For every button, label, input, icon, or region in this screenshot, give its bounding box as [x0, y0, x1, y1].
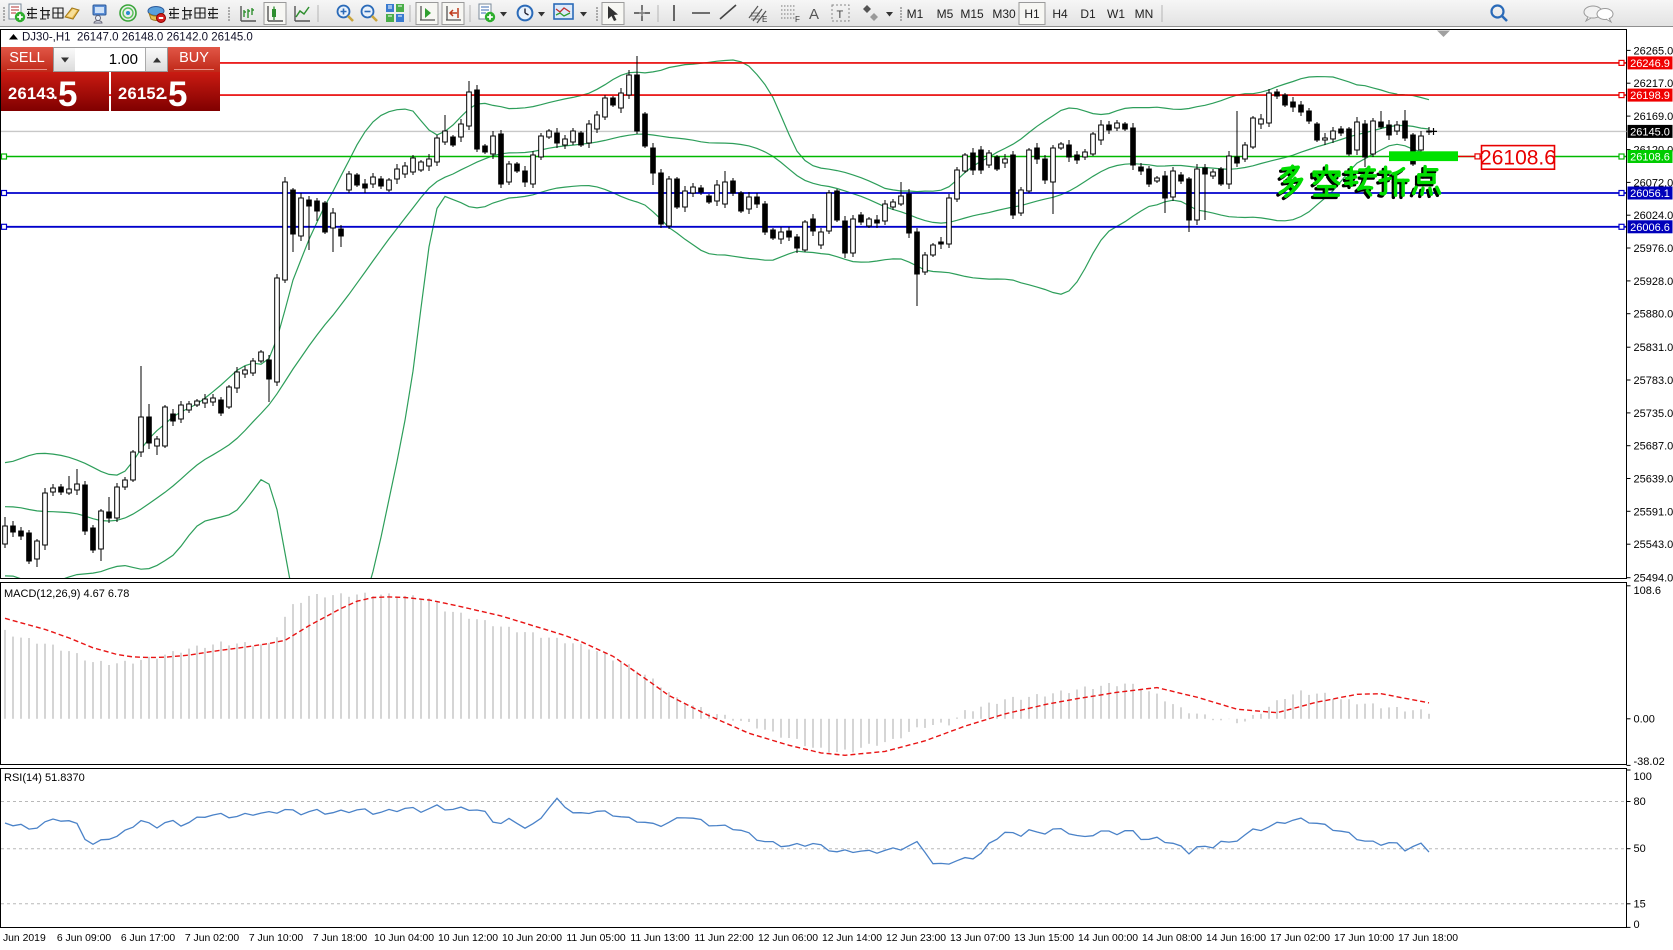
svg-text:D1: D1 [1080, 7, 1096, 21]
svg-text:25494.0: 25494.0 [1634, 573, 1673, 585]
svg-text:M15: M15 [960, 7, 984, 21]
svg-text:25687.0: 25687.0 [1634, 441, 1673, 453]
svg-text:26108.6: 26108.6 [1480, 147, 1556, 170]
svg-text:26246.9: 26246.9 [1630, 58, 1670, 70]
svg-text:10 Jun 20:00: 10 Jun 20:00 [502, 933, 562, 944]
svg-text:13 Jun 15:00: 13 Jun 15:00 [1014, 933, 1074, 944]
svg-text:80: 80 [1634, 796, 1646, 808]
svg-text:14 Jun 08:00: 14 Jun 08:00 [1142, 933, 1202, 944]
svg-text:25543.0: 25543.0 [1634, 539, 1673, 551]
svg-text:26169.0: 26169.0 [1634, 111, 1673, 123]
svg-text:7 Jun 10:00: 7 Jun 10:00 [249, 933, 304, 944]
svg-text:F: F [795, 15, 800, 24]
svg-text:6 Jun 09:00: 6 Jun 09:00 [57, 933, 112, 944]
svg-text:50: 50 [1634, 843, 1646, 855]
svg-text:T: T [837, 9, 844, 21]
svg-text:H4: H4 [1052, 7, 1068, 21]
svg-text:10 Jun 12:00: 10 Jun 12:00 [438, 933, 498, 944]
svg-text:MN: MN [1135, 7, 1154, 21]
svg-text:MACD(12,26,9) 4.67 6.78: MACD(12,26,9) 4.67 6.78 [4, 588, 129, 600]
svg-text:7 Jun 18:00: 7 Jun 18:00 [313, 933, 368, 944]
svg-text:100: 100 [1634, 771, 1652, 783]
svg-text:26217.0: 26217.0 [1634, 78, 1673, 90]
svg-text:H1: H1 [1024, 7, 1040, 21]
svg-text:25639.0: 25639.0 [1634, 474, 1673, 486]
svg-text:12 Jun 23:00: 12 Jun 23:00 [886, 933, 946, 944]
svg-text:25928.0: 25928.0 [1634, 276, 1673, 288]
svg-text:26145.0: 26145.0 [1630, 126, 1670, 138]
svg-text:-38.02: -38.02 [1634, 756, 1665, 768]
svg-text:DJ30-,H1 26147.0 26148.0 2614: DJ30-,H1 26147.0 26148.0 26142.0 26145.0 [22, 32, 253, 44]
svg-text:26198.9: 26198.9 [1630, 90, 1670, 102]
svg-text:5 Jun 2019: 5 Jun 2019 [0, 933, 46, 944]
svg-text:25591.0: 25591.0 [1634, 506, 1673, 518]
svg-text:12 Jun 14:00: 12 Jun 14:00 [822, 933, 882, 944]
svg-text:26024.0: 26024.0 [1634, 210, 1673, 222]
svg-text:0.00: 0.00 [1634, 713, 1655, 725]
svg-text:11 Jun 13:00: 11 Jun 13:00 [630, 933, 690, 944]
svg-text:E: E [762, 15, 767, 24]
svg-text:26056.1: 26056.1 [1630, 188, 1670, 200]
svg-text:26108.6: 26108.6 [1630, 152, 1670, 164]
svg-text:W1: W1 [1107, 7, 1125, 21]
svg-text:M1: M1 [907, 7, 924, 21]
svg-text:25783.0: 25783.0 [1634, 375, 1673, 387]
svg-text:26265.0: 26265.0 [1634, 45, 1673, 57]
svg-text:26072.0: 26072.0 [1634, 177, 1673, 189]
svg-text:A: A [809, 6, 819, 23]
svg-text:13 Jun 07:00: 13 Jun 07:00 [950, 933, 1010, 944]
svg-text:12 Jun 06:00: 12 Jun 06:00 [758, 933, 818, 944]
svg-text:M30: M30 [992, 7, 1016, 21]
svg-text:17 Jun 10:00: 17 Jun 10:00 [1334, 933, 1394, 944]
svg-text:15: 15 [1634, 898, 1646, 910]
svg-text:14 Jun 00:00: 14 Jun 00:00 [1078, 933, 1138, 944]
svg-text:7 Jun 02:00: 7 Jun 02:00 [185, 933, 240, 944]
svg-text:25831.0: 25831.0 [1634, 342, 1673, 354]
svg-text:25880.0: 25880.0 [1634, 309, 1673, 321]
svg-text:17 Jun 02:00: 17 Jun 02:00 [1270, 933, 1330, 944]
svg-text:0: 0 [1634, 919, 1640, 931]
svg-text:25976.0: 25976.0 [1634, 243, 1673, 255]
svg-text:11 Jun 05:00: 11 Jun 05:00 [566, 933, 626, 944]
svg-text:26006.6: 26006.6 [1630, 222, 1670, 234]
svg-text:RSI(14) 51.8370: RSI(14) 51.8370 [4, 772, 85, 784]
svg-text:25735.0: 25735.0 [1634, 408, 1673, 420]
svg-text:M5: M5 [937, 7, 954, 21]
svg-text:17 Jun 18:00: 17 Jun 18:00 [1398, 933, 1458, 944]
svg-text:6 Jun 17:00: 6 Jun 17:00 [121, 933, 176, 944]
svg-text:11 Jun 22:00: 11 Jun 22:00 [694, 933, 754, 944]
svg-text:10 Jun 04:00: 10 Jun 04:00 [374, 933, 434, 944]
svg-text:108.6: 108.6 [1634, 585, 1662, 597]
svg-text:14 Jun 16:00: 14 Jun 16:00 [1206, 933, 1266, 944]
